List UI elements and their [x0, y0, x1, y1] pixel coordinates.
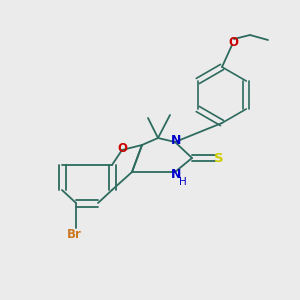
- Text: H: H: [179, 177, 187, 187]
- Text: N: N: [171, 134, 181, 146]
- Text: S: S: [214, 152, 224, 164]
- Text: O: O: [228, 37, 238, 50]
- Text: O: O: [117, 142, 127, 155]
- Text: N: N: [171, 169, 181, 182]
- Text: Br: Br: [67, 227, 81, 241]
